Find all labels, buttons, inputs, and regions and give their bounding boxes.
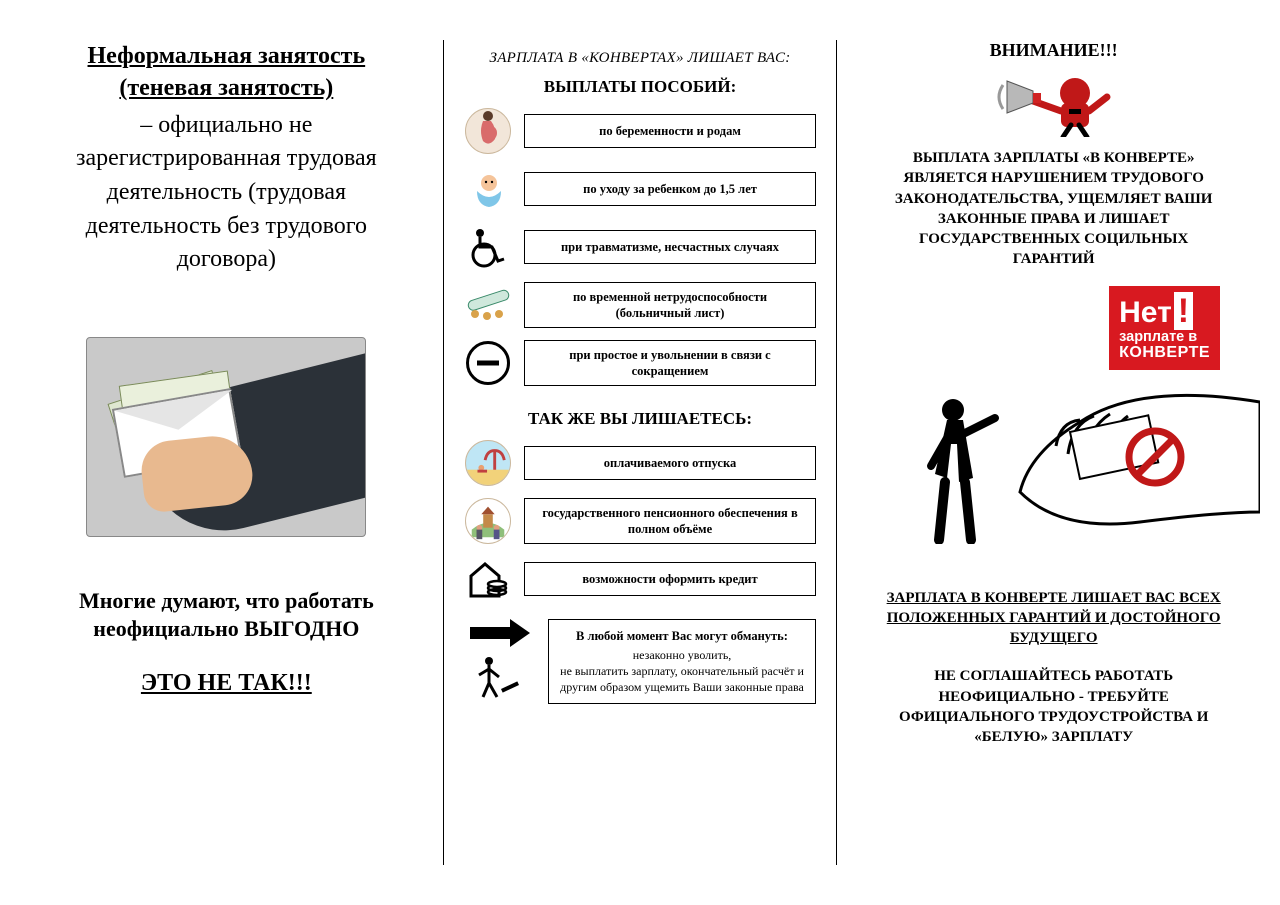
list-item: по временной нетрудоспособности (больнич… [464, 281, 817, 329]
item-label: оплачиваемого отпуска [524, 446, 817, 480]
attention-title: ВНИМАНИЕ!!! [877, 40, 1230, 61]
wheelchair-icon [464, 223, 512, 271]
right-panel: ВНИМАНИЕ!!! ВЫПЛАТА ЗАРПЛАТЫ «В КОНВЕРТЕ… [867, 40, 1230, 865]
stamp-no-envelope: Нет! зарплате в КОНВЕРТЕ [1109, 286, 1220, 371]
mid-header-2: ВЫПЛАТЫ ПОСОБИЙ: [464, 77, 817, 97]
list-item: оплачиваемого отпуска [464, 439, 817, 487]
baby-icon [464, 165, 512, 213]
stamp-bot: КОНВЕРТЕ [1119, 345, 1210, 362]
pregnant-icon [464, 107, 512, 155]
sub-text-2: НЕ СОГЛАШАЙТЕСЬ РАБОТАТЬ НЕОФИЦИАЛЬНО - … [877, 666, 1230, 747]
pointing-hand-icon [464, 619, 536, 704]
middle-panel: ЗАРПЛАТА В «КОНВЕРТАХ» ЛИШАЕТ ВАС: ВЫПЛА… [443, 40, 838, 865]
definition-title: Неформальная занятость (теневая занятост… [50, 40, 403, 105]
item-label: возможности оформить кредит [524, 562, 817, 596]
item-label: по временной нетрудоспособности (больнич… [524, 282, 817, 329]
beach-icon [464, 439, 512, 487]
warning-box: В любой момент Вас могут обмануть: незак… [548, 619, 817, 704]
stamp-top: Нет [1119, 296, 1172, 329]
sub-text-1: ЗАРПЛАТА В КОНВЕРТЕ ЛИШАЕТ ВАС ВСЕХ ПОЛО… [877, 588, 1230, 649]
mid-header-3: ТАК ЖЕ ВЫ ЛИШАЕТЕСЬ: [464, 409, 817, 429]
list-item: возможности оформить кредит [464, 555, 817, 603]
warning-title: В любой момент Вас могут обмануть: [559, 628, 806, 645]
no-entry-icon [464, 339, 512, 387]
item-label: государственного пенсионного обеспечения… [524, 498, 817, 545]
list-item: при травматизме, несчастных случаях [464, 223, 817, 271]
thought-text: Многие думают, что работать неофициально… [50, 587, 403, 644]
suited-man-icon [917, 394, 1007, 544]
warning-body: незаконно уволить, не выплатить зарплату… [560, 648, 804, 694]
warning-row: В любой момент Вас могут обмануть: незак… [464, 619, 817, 704]
elderly-icon [464, 497, 512, 545]
item-label: при травматизме, несчастных случаях [524, 230, 817, 264]
list-item: по уходу за ребенком до 1,5 лет [464, 165, 817, 213]
pills-icon [464, 281, 512, 329]
credit-icon [464, 555, 512, 603]
item-label: по беременности и родам [524, 114, 817, 148]
list-item: государственного пенсионного обеспечения… [464, 497, 817, 545]
left-panel: Неформальная занятость (теневая занятост… [50, 40, 413, 865]
not-true-text: ЭТО НЕ ТАК!!! [50, 670, 403, 697]
money-envelope-illustration [86, 337, 366, 537]
caps-block: ВЫПЛАТА ЗАРПЛАТЫ «В КОНВЕРТЕ» ЯВЛЯЕТСЯ Н… [877, 148, 1230, 270]
list-item: по беременности и родам [464, 107, 817, 155]
list-item: при простое и увольнении в связи с сокра… [464, 339, 817, 387]
item-label: по уходу за ребенком до 1,5 лет [524, 172, 817, 206]
stamp-mid: зарплате в [1119, 330, 1210, 345]
mid-header-1: ЗАРПЛАТА В «КОНВЕРТАХ» ЛИШАЕТ ВАС: [464, 50, 817, 67]
megaphone-figure-icon [877, 67, 1230, 142]
item-label: при простое и увольнении в связи с сокра… [524, 340, 817, 387]
definition-body: – официально не зарегистрированная трудо… [50, 109, 403, 277]
no-envelope-salary-poster: Нет! зарплате в КОНВЕРТЕ [877, 292, 1230, 552]
